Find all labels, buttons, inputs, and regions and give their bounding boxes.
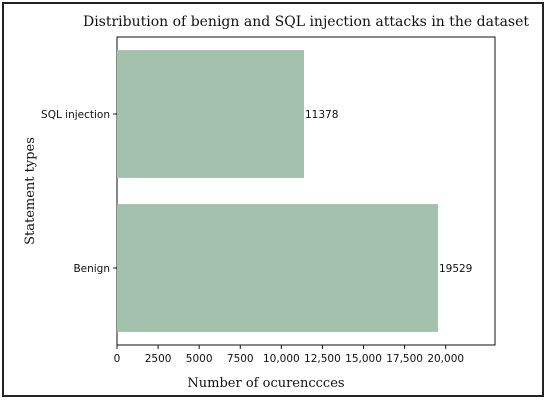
y-tick-label-benign: Benign [73, 263, 110, 275]
y-axis-label: Statement types [23, 137, 38, 245]
x-tick-label-0: 0 [114, 353, 121, 365]
x-tick-label-10000: 10,000 [263, 353, 300, 365]
data-label-benign: 19529 [439, 263, 472, 275]
x-tick-label-20000: 20,000 [427, 353, 464, 365]
x-tick-label-5000: 5000 [186, 353, 213, 365]
bars-group: 11378 19529 [117, 50, 472, 332]
bar-sql-injection [117, 50, 304, 178]
x-tick-label-7500: 7500 [227, 353, 254, 365]
x-tick-label-12500: 12,500 [304, 353, 341, 365]
x-tick-label-17500: 17,500 [386, 353, 423, 365]
x-tick-label-15000: 15,000 [345, 353, 382, 365]
x-ticks-group: 0 2500 5000 7500 10,000 12,500 15,000 17,500 20,… [114, 345, 464, 365]
data-label-sql-injection: 11378 [305, 109, 338, 121]
x-tick-label-2500: 2500 [145, 353, 172, 365]
plot-area [116, 36, 496, 346]
bar-benign [117, 204, 438, 332]
chart-title: Distribution of benign and SQL injection… [83, 14, 529, 30]
y-tick-label-sql-injection: SQL injection [41, 109, 110, 121]
x-axis-label: Number of ocurenccces [187, 376, 344, 391]
y-ticks-group: SQL injection Benign [41, 109, 117, 275]
